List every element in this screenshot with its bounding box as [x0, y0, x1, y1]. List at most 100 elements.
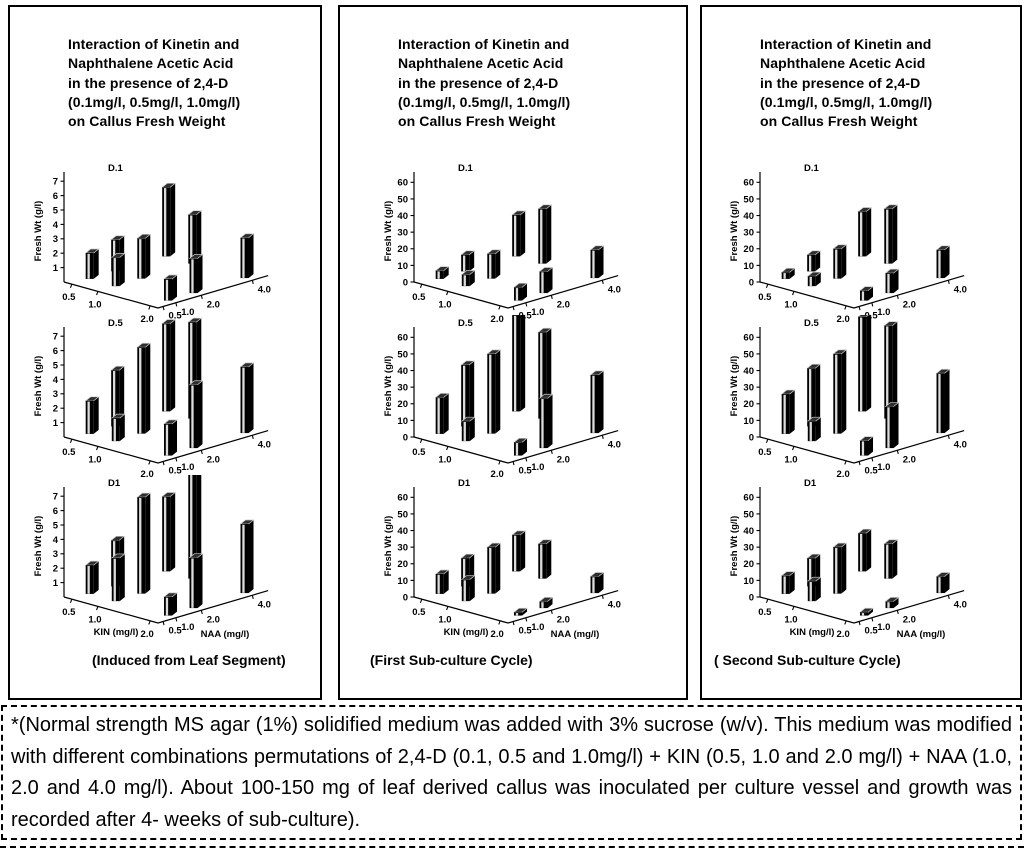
svg-text:D.5: D.5	[458, 318, 474, 329]
svg-text:10: 10	[397, 261, 408, 272]
svg-text:0: 0	[749, 277, 754, 288]
svg-text:10: 10	[397, 576, 408, 587]
svg-text:30: 30	[397, 228, 408, 239]
svg-text:1.0: 1.0	[88, 454, 101, 465]
panel-leaf-segment: Interaction of Kinetin and Naphthalene A…	[8, 5, 322, 700]
svg-text:KIN (mg/l): KIN (mg/l)	[790, 627, 835, 638]
bottom-dashed-rule	[0, 846, 1024, 848]
svg-text:2.0: 2.0	[141, 469, 154, 480]
svg-text:20: 20	[397, 559, 408, 570]
svg-text:D1: D1	[108, 478, 121, 489]
svg-text:2.0: 2.0	[141, 314, 154, 325]
svg-text:1.0: 1.0	[181, 307, 194, 318]
svg-text:3: 3	[53, 389, 58, 400]
svg-text:10: 10	[397, 416, 408, 427]
svg-text:D.5: D.5	[804, 318, 820, 329]
svg-text:2.0: 2.0	[207, 614, 220, 625]
svg-text:1.0: 1.0	[181, 462, 194, 473]
svg-text:2.0: 2.0	[491, 629, 504, 640]
svg-text:10: 10	[743, 261, 754, 272]
svg-text:10: 10	[743, 576, 754, 587]
svg-text:2.0: 2.0	[903, 614, 916, 625]
svg-text:NAA (mg/l): NAA (mg/l)	[897, 629, 946, 640]
svg-text:50: 50	[743, 349, 754, 360]
svg-text:30: 30	[743, 228, 754, 239]
svg-text:4.0: 4.0	[258, 284, 271, 295]
svg-text:20: 20	[397, 244, 408, 255]
footnote-text: *(Normal strength MS agar (1%) solidifie…	[11, 714, 1012, 831]
svg-text:0.5: 0.5	[62, 292, 76, 303]
svg-text:2.0: 2.0	[837, 469, 850, 480]
svg-text:Fresh Wt (g/l): Fresh Wt (g/l)	[729, 201, 740, 262]
svg-text:7: 7	[53, 332, 58, 343]
svg-text:0: 0	[403, 592, 408, 603]
panel-second-subculture: Interaction of Kinetin and Naphthalene A…	[700, 5, 1022, 700]
svg-text:1.0: 1.0	[88, 299, 101, 310]
panel-caption: (First Sub-culture Cycle)	[370, 652, 533, 668]
svg-text:50: 50	[397, 349, 408, 360]
svg-text:60: 60	[397, 333, 408, 344]
svg-text:20: 20	[397, 399, 408, 410]
svg-text:6: 6	[53, 346, 58, 357]
panel-caption: (Induced from Leaf Segment)	[92, 652, 286, 668]
svg-text:1: 1	[53, 263, 59, 274]
svg-text:0.5: 0.5	[412, 292, 426, 303]
svg-text:10: 10	[743, 416, 754, 427]
svg-text:0.5: 0.5	[168, 311, 182, 322]
footnote-box: *(Normal strength MS agar (1%) solidifie…	[1, 705, 1022, 840]
svg-text:4.0: 4.0	[258, 439, 271, 450]
svg-text:1.0: 1.0	[438, 614, 451, 625]
svg-text:20: 20	[743, 244, 754, 255]
svg-text:0.5: 0.5	[412, 447, 426, 458]
svg-text:NAA (mg/l): NAA (mg/l)	[551, 629, 600, 640]
svg-text:D1: D1	[458, 478, 471, 489]
svg-text:40: 40	[743, 366, 754, 377]
svg-text:40: 40	[743, 211, 754, 222]
svg-text:60: 60	[743, 178, 754, 189]
svg-text:4: 4	[53, 375, 59, 386]
svg-text:2.0: 2.0	[903, 299, 916, 310]
svg-text:D1: D1	[804, 478, 817, 489]
svg-text:Fresh Wt (g/l): Fresh Wt (g/l)	[33, 516, 44, 577]
svg-text:4.0: 4.0	[954, 599, 967, 610]
svg-text:6: 6	[53, 506, 58, 517]
svg-text:7: 7	[53, 492, 58, 503]
svg-text:50: 50	[743, 509, 754, 520]
svg-text:0.5: 0.5	[168, 466, 182, 477]
svg-text:30: 30	[397, 383, 408, 394]
svg-text:1.0: 1.0	[531, 307, 544, 318]
svg-text:0.5: 0.5	[758, 607, 772, 618]
svg-text:1: 1	[53, 578, 59, 589]
svg-text:4.0: 4.0	[954, 284, 967, 295]
svg-text:NAA (mg/l): NAA (mg/l)	[201, 629, 250, 640]
svg-text:2.0: 2.0	[837, 314, 850, 325]
svg-text:4.0: 4.0	[608, 284, 621, 295]
svg-text:0: 0	[749, 432, 754, 443]
svg-text:Fresh Wt (g/l): Fresh Wt (g/l)	[383, 516, 394, 577]
svg-text:D.5: D.5	[108, 318, 124, 329]
panel-title: Interaction of Kinetin and Naphthalene A…	[398, 36, 571, 130]
svg-text:Fresh Wt (g/l): Fresh Wt (g/l)	[383, 201, 394, 262]
svg-text:1.0: 1.0	[438, 454, 451, 465]
svg-text:20: 20	[743, 559, 754, 570]
svg-text:1.0: 1.0	[877, 622, 890, 633]
svg-text:2.0: 2.0	[557, 299, 570, 310]
svg-text:30: 30	[743, 543, 754, 554]
svg-text:Fresh Wt (g/l): Fresh Wt (g/l)	[33, 201, 44, 262]
svg-text:20: 20	[743, 399, 754, 410]
svg-text:0.5: 0.5	[864, 311, 878, 322]
svg-text:2.0: 2.0	[557, 454, 570, 465]
svg-text:1.0: 1.0	[784, 454, 797, 465]
svg-text:0.5: 0.5	[758, 292, 772, 303]
svg-text:1: 1	[53, 418, 59, 429]
svg-text:1.0: 1.0	[438, 299, 451, 310]
svg-text:40: 40	[397, 526, 408, 537]
svg-text:1.0: 1.0	[877, 307, 890, 318]
svg-text:30: 30	[743, 383, 754, 394]
